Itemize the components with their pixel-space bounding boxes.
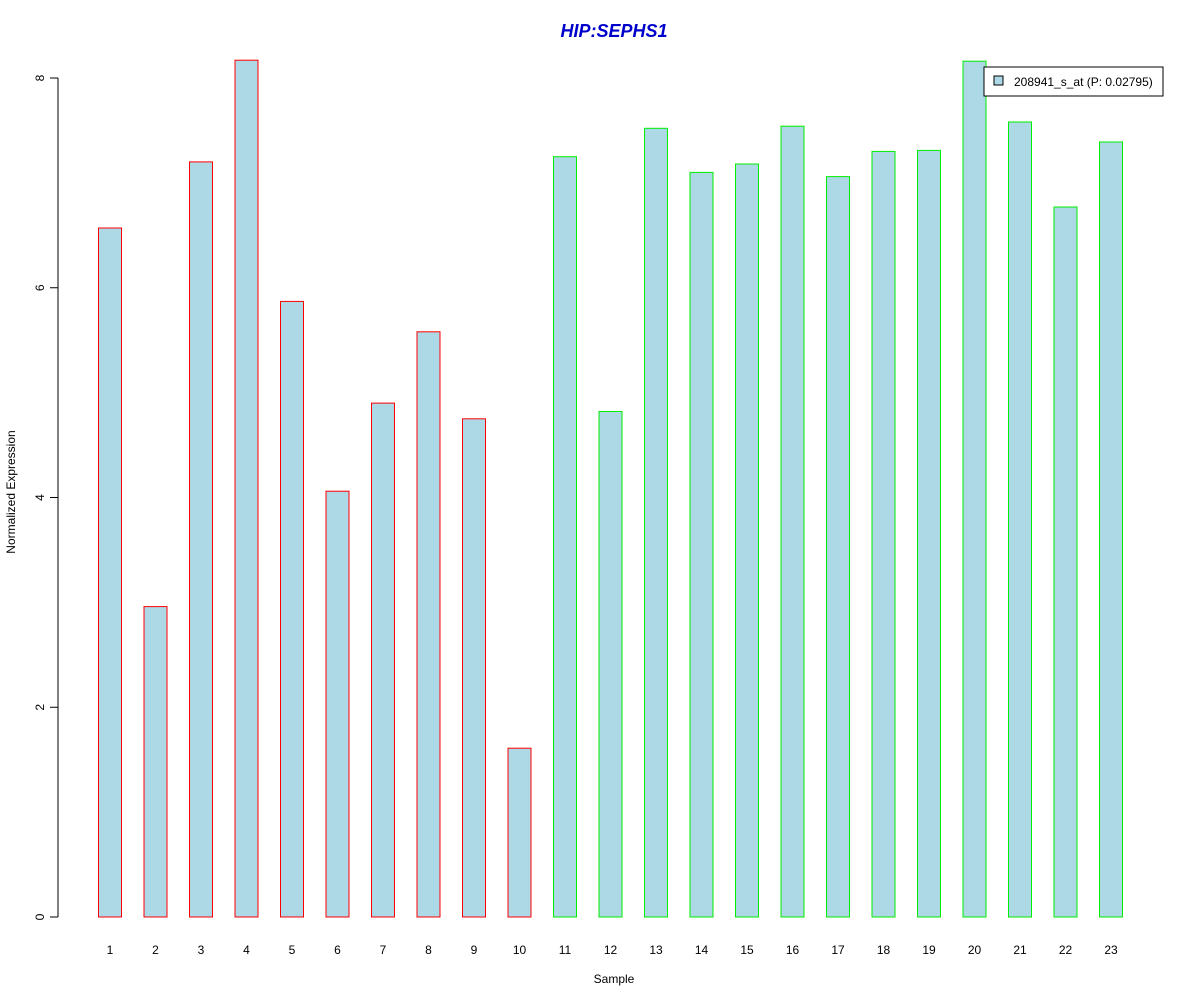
y-tick-label: 8 — [33, 74, 47, 81]
y-tick-label: 4 — [33, 494, 47, 501]
y-axis-label: Normalized Expression — [4, 430, 18, 553]
bar-sample-13 — [644, 127, 668, 918]
x-tick-label: 3 — [198, 943, 205, 957]
bar-sample-8 — [416, 331, 441, 918]
bar-sample-5 — [280, 300, 304, 918]
bar-sample-10 — [507, 747, 532, 918]
bar-sample-2 — [143, 606, 168, 918]
bar-sample-1 — [98, 227, 122, 918]
bar-sample-14 — [689, 171, 714, 918]
x-tick-label: 2 — [152, 943, 159, 957]
x-axis-label: Sample — [594, 972, 635, 986]
y-tick-label: 6 — [33, 284, 47, 291]
bar-sample-11 — [553, 156, 577, 918]
bar-sample-9 — [462, 418, 486, 918]
y-tick-label: 0 — [33, 913, 47, 920]
x-tick-label: 22 — [1059, 943, 1073, 957]
x-tick-label: 9 — [471, 943, 478, 957]
legend-label: 208941_s_at (P: 0.02795) — [1014, 75, 1153, 89]
x-tick-label: 23 — [1104, 943, 1118, 957]
bars — [98, 59, 1123, 918]
x-tick-label: 4 — [243, 943, 250, 957]
x-tick-label: 14 — [695, 943, 709, 957]
x-tick-label: 17 — [831, 943, 845, 957]
bar-sample-3 — [189, 161, 213, 918]
x-tick-label: 12 — [604, 943, 618, 957]
x-tick-label: 5 — [289, 943, 296, 957]
y-axis: 0 2 4 6 8 — [33, 74, 59, 920]
x-tick-label: 16 — [786, 943, 800, 957]
chart-title: HIP:SEPHS1 — [560, 21, 667, 41]
bar-sample-15 — [735, 163, 759, 918]
bar-sample-23 — [1099, 141, 1123, 918]
x-tick-label: 8 — [425, 943, 432, 957]
bar-sample-22 — [1053, 206, 1078, 918]
x-tick-label: 1 — [107, 943, 114, 957]
legend: 208941_s_at (P: 0.02795) — [983, 66, 1164, 97]
bar-sample-19 — [917, 149, 941, 918]
x-tick-label: 7 — [380, 943, 387, 957]
x-tick-labels: 1 2 3 4 5 6 7 8 9 10 11 12 13 14 15 16 17 18 19 20 21 22 23 — [107, 943, 1118, 957]
bar-sample-18 — [871, 150, 896, 918]
x-tick-label: 10 — [513, 943, 527, 957]
bar-sample-6 — [325, 490, 350, 918]
x-tick-label: 20 — [968, 943, 982, 957]
bar-sample-4 — [234, 59, 259, 918]
y-tick-label: 2 — [33, 704, 47, 711]
bar-sample-7 — [371, 402, 395, 918]
bar-sample-20 — [962, 60, 987, 918]
x-tick-label: 18 — [877, 943, 891, 957]
bar-sample-16 — [780, 125, 805, 918]
bar-sample-12 — [598, 411, 623, 918]
legend-box — [983, 66, 1164, 97]
x-tick-label: 13 — [649, 943, 663, 957]
bar-sample-17 — [826, 176, 850, 918]
x-tick-label: 15 — [740, 943, 754, 957]
x-tick-label: 11 — [559, 943, 572, 957]
x-tick-label: 6 — [334, 943, 341, 957]
x-tick-label: 19 — [922, 943, 936, 957]
bar-sample-21 — [1008, 121, 1032, 918]
x-tick-label: 21 — [1013, 943, 1027, 957]
legend-swatch — [993, 75, 1004, 86]
